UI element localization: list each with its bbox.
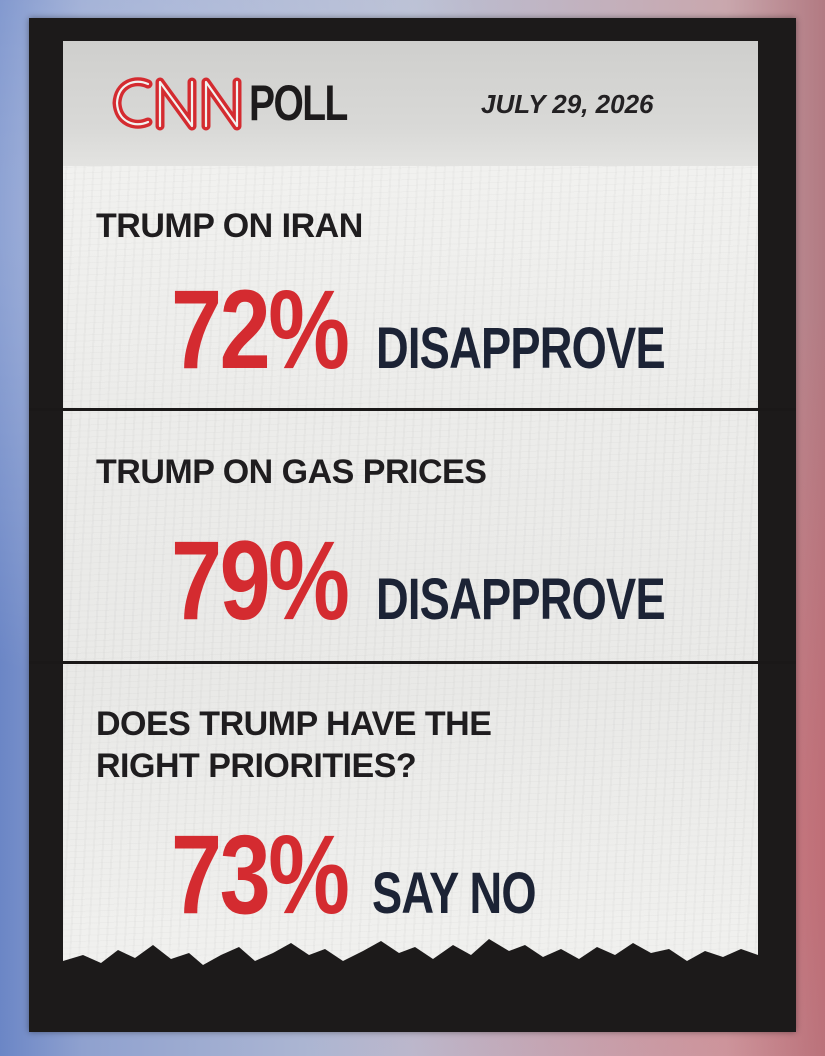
question-priorities-line1: DOES TRUMP HAVE THE: [96, 705, 492, 743]
result-iran: 72% DISAPPROVE: [171, 274, 747, 386]
answer-iran: DISAPPROVE: [376, 316, 666, 381]
poll-header: POLL JULY 29, 2026: [63, 41, 758, 166]
poll-card: POLL JULY 29, 2026 TRUMP ON IRAN 72% DIS…: [63, 41, 758, 971]
poll-label: POLL: [249, 75, 348, 131]
cnn-poll-logo: POLL: [110, 72, 374, 134]
answer-priorities: SAY NO: [372, 861, 537, 926]
question-priorities-line2: RIGHT PRIORITIES?: [96, 747, 417, 785]
torn-paper-edge: [63, 939, 758, 985]
percent-gas-prices: 79%: [171, 518, 350, 643]
result-priorities: 73% SAY NO: [171, 819, 582, 931]
result-gas-prices: 79% DISAPPROVE: [171, 525, 747, 637]
percent-priorities: 73%: [171, 812, 350, 937]
percent-iran: 72%: [171, 267, 350, 392]
answer-gas-prices: DISAPPROVE: [376, 567, 666, 632]
cnn-logo-icon: [112, 77, 242, 131]
section-divider: [29, 661, 796, 664]
question-iran: TRUMP ON IRAN: [96, 207, 363, 245]
question-gas-prices: TRUMP ON GAS PRICES: [96, 453, 487, 491]
section-divider: [29, 408, 796, 411]
poll-date: JULY 29, 2026: [481, 89, 654, 119]
